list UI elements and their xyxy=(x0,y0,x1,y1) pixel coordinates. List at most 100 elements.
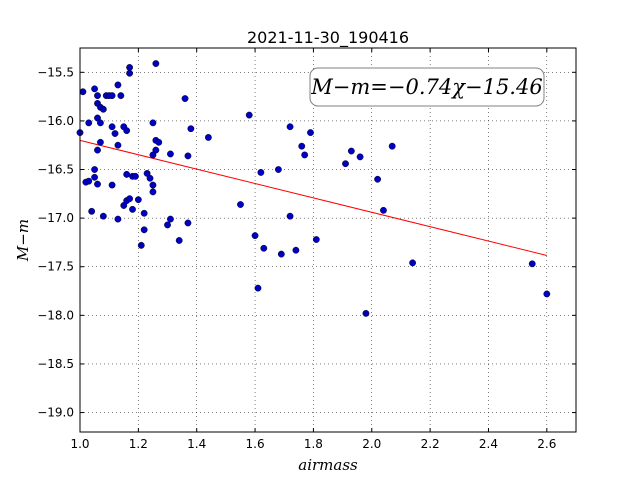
plot-frame xyxy=(79,47,577,433)
data-point xyxy=(347,147,355,155)
data-point xyxy=(132,172,139,180)
x-tick-label: 2.6 xyxy=(537,437,556,451)
data-point xyxy=(91,173,98,181)
data-point xyxy=(286,212,294,220)
data-point xyxy=(149,188,157,196)
data-point xyxy=(528,260,536,268)
y-tick-label: −18.0 xyxy=(37,308,74,322)
fit-equation-label: M−m=−0.74χ−15.46 xyxy=(310,75,542,99)
data-point xyxy=(114,215,122,223)
data-point xyxy=(380,206,387,214)
x-tick-label: 1.0 xyxy=(70,437,89,451)
data-point xyxy=(277,250,285,258)
data-point xyxy=(388,142,396,150)
y-tick-label: −16.0 xyxy=(37,114,74,128)
data-point xyxy=(175,237,183,244)
data-point xyxy=(91,85,98,93)
data-point xyxy=(286,123,294,131)
data-point xyxy=(117,92,125,100)
data-point xyxy=(140,209,148,217)
x-axis-label: airmass xyxy=(298,456,358,474)
data-point xyxy=(164,221,171,229)
data-point xyxy=(204,134,212,141)
data-point xyxy=(187,125,195,133)
data-point xyxy=(260,244,268,252)
y-axis-label: M−m xyxy=(14,219,32,262)
data-point xyxy=(126,64,134,71)
data-point xyxy=(167,215,174,223)
data-point xyxy=(114,81,122,89)
data-point xyxy=(88,207,96,215)
data-point xyxy=(356,153,364,161)
data-point xyxy=(184,219,192,227)
data-point xyxy=(257,169,265,176)
data-point xyxy=(97,119,104,127)
data-point xyxy=(409,259,417,267)
data-point xyxy=(94,92,101,100)
data-point xyxy=(149,151,157,159)
data-point xyxy=(137,241,145,249)
x-tick-label: 1.6 xyxy=(246,437,265,451)
fit-line-layer xyxy=(79,139,547,256)
y-tick-label: −19.0 xyxy=(37,406,74,420)
data-point xyxy=(108,123,116,131)
data-point xyxy=(152,60,160,67)
data-point xyxy=(301,151,309,159)
data-point xyxy=(94,180,101,188)
data-point xyxy=(140,226,148,234)
data-point xyxy=(149,181,157,189)
data-point xyxy=(312,236,320,243)
data-point xyxy=(79,88,87,96)
data-point xyxy=(85,119,93,127)
data-point xyxy=(167,150,174,158)
y-tick-label: −18.5 xyxy=(37,357,74,371)
x-tick-label: 1.2 xyxy=(129,437,148,451)
y-tick-label: −15.5 xyxy=(37,65,74,79)
x-tick-label: 2.0 xyxy=(362,437,381,451)
data-point xyxy=(146,174,154,182)
data-point xyxy=(108,181,116,189)
data-point xyxy=(307,129,314,136)
data-point xyxy=(94,146,101,154)
data-point xyxy=(85,177,93,185)
x-tick-label: 2.2 xyxy=(421,437,440,451)
data-point xyxy=(123,127,131,135)
data-point xyxy=(99,105,107,113)
axis-ticks xyxy=(79,48,576,432)
data-point xyxy=(298,142,306,150)
data-point xyxy=(374,175,381,183)
data-points xyxy=(76,60,551,317)
data-point xyxy=(251,232,259,240)
data-point xyxy=(254,284,262,292)
data-point xyxy=(126,69,134,77)
y-tick-labels: −15.5 −16.0 −16.5 −17.0 −17.5 −18.0 −18.5 −19.0 xyxy=(37,65,74,419)
data-point xyxy=(108,92,116,100)
data-point xyxy=(126,195,134,203)
x-tick-label: 1.8 xyxy=(304,437,323,451)
data-point xyxy=(362,309,370,317)
data-point xyxy=(123,170,131,178)
data-point xyxy=(181,95,189,102)
data-point xyxy=(129,205,136,213)
y-tick-label: −17.5 xyxy=(37,260,74,274)
data-point xyxy=(245,111,253,119)
data-point xyxy=(149,119,157,127)
fit-line xyxy=(79,139,547,256)
x-tick-label: 2.4 xyxy=(479,437,498,451)
data-point xyxy=(543,290,551,298)
data-point xyxy=(155,138,163,146)
y-tick-label: −16.5 xyxy=(37,163,74,177)
data-point xyxy=(111,130,119,137)
data-point xyxy=(274,166,282,173)
fit-label-box xyxy=(309,67,545,107)
data-point xyxy=(292,246,300,254)
data-point xyxy=(97,138,104,146)
x-tick-labels: 1.0 1.2 1.4 1.6 1.8 2.0 2.2 2.4 2.6 xyxy=(70,437,556,451)
data-point xyxy=(237,201,244,208)
data-point xyxy=(99,212,107,220)
data-point xyxy=(342,160,349,168)
data-point xyxy=(184,152,192,160)
data-point xyxy=(134,196,142,204)
chart-title: 2021-11-30_190416 xyxy=(247,28,409,48)
